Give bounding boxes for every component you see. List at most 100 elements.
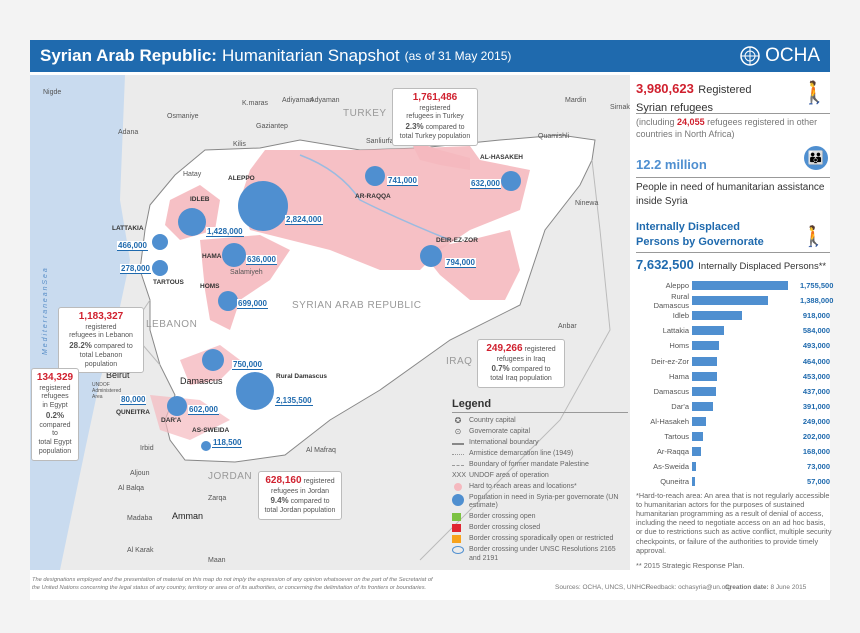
pin-value: 80,000 <box>120 395 147 405</box>
pin-value: 794,000 <box>445 258 476 268</box>
gov-quneitra: QUNEITRA <box>116 409 150 416</box>
bar-value: 249,000 <box>802 416 830 426</box>
place: UNDOF Administered Area <box>92 382 122 400</box>
bar-value: 202,000 <box>802 431 830 441</box>
place: Mardin <box>565 97 587 104</box>
bar <box>692 447 702 457</box>
callout-lebanon: 1,183,327 registered refugees in Lebanon 2… <box>58 307 144 374</box>
notes: *Hard-to-reach area: An area that is not… <box>636 491 832 570</box>
idp-total: 7,632,500 <box>636 256 694 272</box>
place: Nigde <box>43 89 62 96</box>
bar-row: Homs 493,000 <box>636 338 830 353</box>
idp-bar-chart: Aleppo 1,755,500 Rural Damascus 1,388,000 Id… <box>636 278 834 489</box>
legend-item: ✪ Country capital <box>452 417 628 425</box>
bar-value: 464,000 <box>802 356 830 366</box>
bar-value: 453,000 <box>802 371 830 381</box>
family-icon: 👪 <box>804 146 828 171</box>
bar-value: 1,755,500 <box>800 281 834 291</box>
place: Salamiyeh <box>230 269 263 276</box>
disclaimer: The designations employed and the presen… <box>32 577 433 591</box>
ocha-logo: OCHA <box>739 45 820 67</box>
bar-row: Deir-ez-Zor 464,000 <box>636 353 830 368</box>
capital-amman: Amman <box>172 511 204 521</box>
armistice-line-icon <box>452 453 464 455</box>
bar-row: Hama 453,000 <box>636 369 830 384</box>
place: Sirnak <box>610 104 630 111</box>
refugees-label: Syrian refugees <box>636 102 714 114</box>
pin-value: 602,000 <box>188 405 219 415</box>
idp-title: Internally Displaced Persons by Governor… <box>636 221 764 248</box>
gov-homs: HOMS <box>200 283 220 290</box>
bar-label: Quneitra <box>660 477 689 487</box>
gov-dara: DAR'A <box>161 417 182 424</box>
pin-count: 12.2 million <box>636 157 707 173</box>
legend-item: Armistice demarcation line (1949) <box>452 450 628 458</box>
pin-icon <box>452 493 464 506</box>
bar-label: Dar'a <box>671 401 689 411</box>
governorate-capital-icon: ⊙ <box>454 426 462 436</box>
pin-value: 466,000 <box>117 241 148 251</box>
pin-icons <box>152 166 521 451</box>
bar <box>692 431 704 441</box>
place: Al Balqa <box>118 485 145 492</box>
displaced-person-icon: 🚶 <box>801 226 826 249</box>
pin-value: 2,824,000 <box>285 215 323 225</box>
place: Irbid <box>140 445 154 452</box>
gov-raqqa: AR-RAQQA <box>355 193 391 200</box>
bar-label: Rural Damascus <box>653 291 689 310</box>
bar-row: Aleppo 1,755,500 <box>636 278 834 293</box>
place: Hatay <box>183 171 202 178</box>
pin-value: 741,000 <box>387 176 418 186</box>
title: Humanitarian Snapshot <box>221 46 400 65</box>
bar-row: Idleb 918,000 <box>636 308 830 323</box>
mandate-boundary-icon <box>452 464 464 466</box>
legend-item: Border crossing open <box>452 513 628 522</box>
refugees-count: 3,980,623 <box>636 81 694 96</box>
callout-iraq: 249,266 registered refugees in Iraq 0.7% c… <box>477 339 565 388</box>
legend: Legend ✪ Country capital ⊙ Governorate cap… <box>452 398 628 566</box>
bar <box>692 356 718 366</box>
pin-value: 278,000 <box>120 264 151 274</box>
country-iraq: IRAQ <box>446 356 473 367</box>
bar-label: Lattakia <box>662 326 689 336</box>
bar <box>692 462 696 472</box>
bar-value: 73,000 <box>807 462 830 472</box>
bar-row: Rural Damascus 1,388,000 <box>636 291 834 310</box>
bar-value: 1,388,000 <box>800 296 834 306</box>
unsc-crossing-icon <box>452 546 464 555</box>
bar-row: As-Sweida 73,000 <box>636 459 830 474</box>
legend-item: Boundary of former mandate Palestine <box>452 461 628 469</box>
bar-value: 437,000 <box>802 386 830 396</box>
bar-row: Damascus 437,000 <box>636 384 830 399</box>
place: Kilis <box>233 141 246 148</box>
bar <box>692 281 788 291</box>
stats-panel: 3,980,623 Registered Syrian refugees 🚶 (… <box>636 80 830 272</box>
bar-label: Damascus <box>653 386 689 396</box>
creation-date: Creation date: 8 June 2015 <box>725 584 807 591</box>
place: Gaziantep <box>256 123 288 130</box>
bar <box>692 386 716 396</box>
bar-row: Dar'a 391,000 <box>636 399 830 414</box>
bar-row: Lattakia 584,000 <box>636 323 830 338</box>
boundary-icon <box>452 442 464 445</box>
place: Maan <box>208 557 226 564</box>
place: Ninewa <box>575 200 599 207</box>
date: (as of 31 May 2015) <box>404 49 512 63</box>
bar <box>692 401 714 411</box>
map: M e d i t e r r a n e a n S e a TURKEY L… <box>30 75 630 570</box>
capital-beirut: Beirut <box>106 370 130 380</box>
place: Anbar <box>558 323 577 330</box>
hard-to-reach-icon <box>452 482 464 491</box>
bar <box>692 311 743 321</box>
pin-value: 118,500 <box>212 438 243 448</box>
bar <box>692 477 696 487</box>
feedback[interactable]: Feedback: ochasyria@un.org <box>646 584 732 591</box>
country-lebanon: LEBANON <box>146 319 198 330</box>
capital-damascus: Damascus <box>180 376 223 386</box>
title-bold: Syrian Arab Republic: <box>40 46 217 65</box>
bar-row: Tartous 202,000 <box>636 429 830 444</box>
bar-value: 918,000 <box>802 311 830 321</box>
bar-label: Ar-Raqqa <box>656 447 689 457</box>
bar-row: Ar-Raqqa 168,000 <box>636 444 830 459</box>
place: Adana <box>118 129 139 136</box>
